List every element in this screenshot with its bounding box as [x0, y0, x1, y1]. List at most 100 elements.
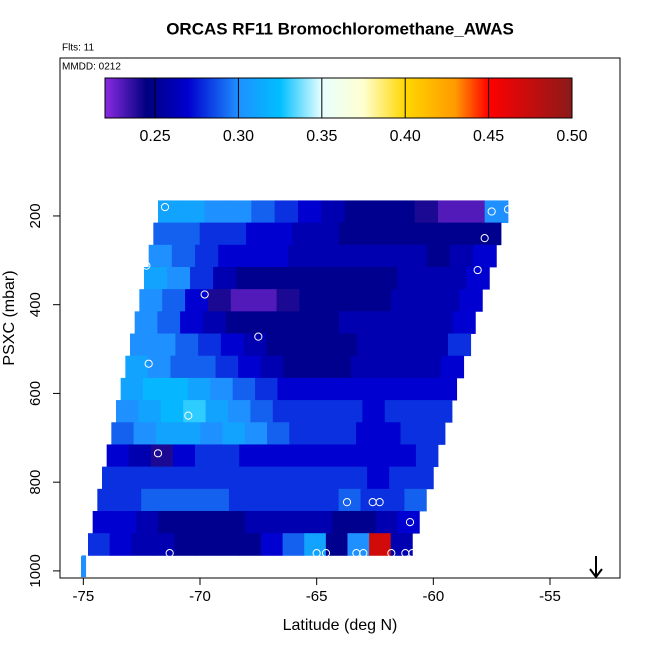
heatmap [81, 200, 509, 578]
heat-cell [434, 377, 458, 401]
sample-point [184, 411, 193, 420]
heat-cell [425, 333, 449, 357]
sample-point [487, 207, 496, 216]
heat-cell [220, 333, 244, 357]
heat-cell [138, 400, 162, 423]
heat-cell [339, 311, 363, 334]
heat-cell [379, 333, 403, 357]
heat-cell [360, 488, 383, 512]
heat-cell [264, 244, 289, 268]
heat-cell [288, 511, 311, 534]
heat-cell [201, 511, 224, 534]
heat-cell [217, 533, 240, 556]
heat-cell [241, 244, 265, 268]
sample-point [405, 517, 415, 527]
heat-cell [293, 311, 317, 334]
heat-cell [225, 311, 249, 334]
sample-point [387, 549, 396, 558]
heat-cell [418, 355, 442, 379]
heat-cell [407, 311, 431, 334]
heat-cell [248, 311, 272, 334]
heat-cell [452, 311, 476, 334]
heat-cell [158, 511, 181, 534]
y-tick-label: 200 [27, 203, 44, 228]
sample-point [321, 549, 331, 558]
heat-cell [146, 466, 169, 490]
heat-cell [322, 466, 346, 490]
x-axis-label: Latitude (deg N) [283, 617, 398, 634]
heat-cell [175, 333, 199, 357]
heat-cell [402, 333, 426, 357]
heat-cell [288, 333, 313, 357]
heat-cell [305, 266, 329, 290]
sample-point [312, 549, 321, 558]
heat-cell [165, 377, 189, 401]
sample-point [342, 498, 352, 507]
heat-cell [361, 222, 386, 246]
heat-cell [328, 266, 352, 290]
heat-cell [255, 377, 278, 401]
heat-cell [81, 555, 87, 578]
heat-cell [179, 511, 202, 534]
heat-cell [239, 533, 262, 556]
heat-cell [270, 311, 295, 334]
heat-cell [120, 377, 144, 401]
heat-cell [157, 311, 181, 334]
heat-cell [196, 533, 219, 556]
sample-point [480, 234, 489, 243]
heat-cell [443, 266, 467, 290]
heat-cell [316, 488, 339, 512]
heat-cell [168, 466, 191, 490]
heat-cell [289, 422, 312, 445]
sample-point [254, 332, 263, 341]
flights-label: Flts: 11 [62, 43, 94, 54]
heat-cell [162, 289, 186, 312]
heat-cell [411, 377, 435, 401]
heat-cell [128, 444, 152, 468]
heat-cell [181, 200, 206, 224]
heat-cell [429, 311, 454, 334]
heat-cell [391, 200, 416, 224]
heat-cell [144, 266, 168, 290]
heat-cell [195, 444, 218, 468]
sample-point [473, 265, 482, 275]
heat-cell [390, 289, 415, 312]
heat-cell [228, 488, 252, 512]
y-tick-label: 1000 [27, 554, 44, 587]
heat-cell [305, 444, 328, 468]
heat-cell [447, 333, 472, 357]
date-label: MMDD: 0212 [62, 62, 121, 73]
heat-cell [389, 466, 412, 490]
samples [74, 202, 513, 558]
heat-cell [436, 289, 460, 312]
heat-cell [300, 466, 324, 490]
heat-cell [185, 289, 209, 312]
heat-cell [246, 222, 270, 246]
heat-cell [147, 355, 171, 379]
colorbar-tick-label: 0.40 [390, 128, 421, 145]
heat-cell [250, 400, 274, 423]
chart-title: ORCAS RF11 Bromochloromethane_AWAS [166, 19, 514, 38]
heat-cell [239, 444, 262, 468]
heat-cell [136, 511, 159, 534]
heat-cell [304, 533, 327, 556]
sample-point [359, 549, 368, 558]
heat-cell [375, 511, 398, 534]
heat-cell [411, 466, 434, 490]
heat-cell [315, 222, 340, 246]
heat-cell [294, 488, 318, 512]
heat-cell [212, 466, 235, 490]
heat-cell [187, 377, 211, 401]
heat-cell [124, 466, 147, 490]
heat-cell [287, 244, 312, 268]
heat-cell [259, 266, 283, 290]
heat-cell [461, 200, 486, 224]
heat-cell [114, 511, 137, 534]
heat-cell [368, 289, 392, 312]
heat-cell [267, 422, 290, 445]
heat-cell [400, 422, 424, 445]
heat-cell [172, 444, 196, 468]
heat-cell [344, 377, 368, 401]
heat-cell [174, 533, 197, 556]
